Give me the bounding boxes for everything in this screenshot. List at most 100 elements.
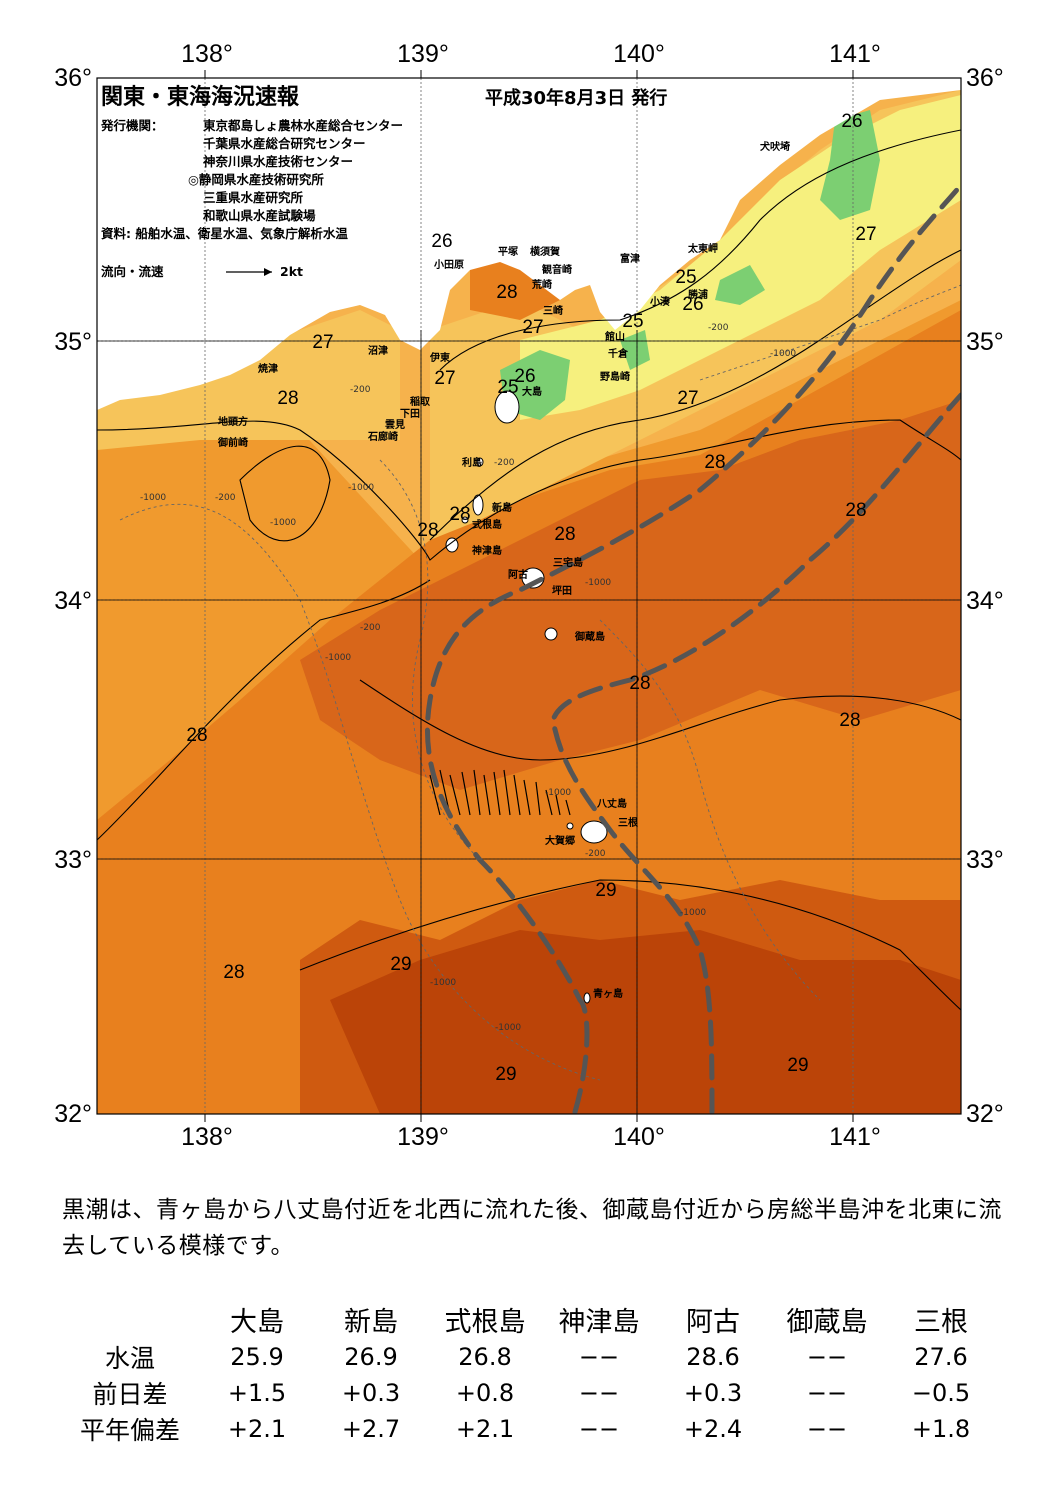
isotherm-label: 28 <box>449 504 470 525</box>
depth-label: -1000 <box>270 518 296 528</box>
table-cell: −− <box>806 1343 848 1371</box>
legend-value: 2kt <box>280 264 303 279</box>
isotherm-label: 28 <box>839 710 860 731</box>
place-kannonzaki: 観音崎 <box>542 263 572 276</box>
lat-right-35: 35° <box>966 328 1004 356</box>
depth-label: -1000 <box>325 653 351 663</box>
place-yokosuka: 横須賀 <box>530 245 560 258</box>
isotherm-label: 26 <box>682 294 703 315</box>
isotherm-label: 29 <box>495 1064 516 1085</box>
lon-top-140: 140° <box>613 40 665 68</box>
isotherm-label: 27 <box>855 224 876 245</box>
isotherm-label: 28 <box>223 962 244 983</box>
table-header-row: 大島 新島 式根島 神津島 阿古 御蔵島 三根 <box>60 1300 998 1339</box>
isotherm-label: 26 <box>841 111 862 132</box>
table-cell: +2.4 <box>683 1415 743 1443</box>
place-odawara: 小田原 <box>433 258 464 271</box>
table-cell: +0.8 <box>455 1379 515 1407</box>
place-omaezaki: 御前崎 <box>217 436 248 449</box>
isotherm-label: 28 <box>277 388 298 409</box>
table-cell: −− <box>578 1415 620 1443</box>
table-cell: −0.5 <box>911 1379 971 1407</box>
table-cell: 26.8 <box>458 1343 512 1371</box>
place-katsuura: 勝浦 <box>688 288 708 301</box>
place-hiratsuka: 平塚 <box>498 245 518 258</box>
depth-label: -1000 <box>585 578 611 588</box>
place-shimoda: 下田 <box>400 408 420 420</box>
depth-label: -200 <box>350 385 371 395</box>
row-label: 水温 <box>104 1344 155 1373</box>
issuer-2: 千葉県水産総合研究センター <box>203 136 366 151</box>
table-cell: −− <box>806 1379 848 1407</box>
sst-field <box>97 78 961 1114</box>
place-tateyama: 館山 <box>604 330 625 343</box>
column-header: 式根島 <box>444 1307 526 1338</box>
lon-bottom-139: 139° <box>397 1123 449 1151</box>
place-niijima: 新島 <box>492 501 512 514</box>
isotherm-label: 28 <box>704 452 725 473</box>
depth-label: -1000 <box>430 978 456 988</box>
lon-bottom-138: 138° <box>181 1123 233 1151</box>
lat-right-33: 33° <box>966 846 1004 874</box>
isotherm-label: 25 <box>497 377 518 398</box>
legend-label: 流向・流速 <box>101 264 164 279</box>
summary-text: 黒潮は、青ヶ島から八丈島付近を北西に流れた後、御蔵島付近から房総半島沖を北東に流… <box>62 1197 1002 1259</box>
column-header: 大島 <box>230 1307 284 1338</box>
depth-label: -200 <box>585 849 606 859</box>
place-numazu: 沼津 <box>368 344 388 357</box>
lon-top-138: 138° <box>181 40 233 68</box>
depth-label: -200 <box>360 623 381 633</box>
issuer-1: 東京都島しょ農林水産総合センター <box>203 118 403 133</box>
column-header: 三根 <box>914 1307 968 1338</box>
place-taitomisaki: 太東岬 <box>687 242 718 255</box>
place-kozushima: 神津島 <box>472 544 502 557</box>
water-temperature-table: 大島 新島 式根島 神津島 阿古 御蔵島 三根 水温 25.9 26.9 26.… <box>60 1300 998 1447</box>
place-kumomi: 雲見 <box>385 419 405 431</box>
column-header: 神津島 <box>558 1307 640 1338</box>
isotherm-label: 26 <box>431 231 452 252</box>
isotherm-label: 28 <box>186 725 207 746</box>
depth-label: -1000 <box>680 908 706 918</box>
table-cell: +2.1 <box>455 1415 515 1443</box>
depth-label: -1000 <box>140 493 166 503</box>
table-cell: 28.6 <box>686 1343 740 1371</box>
depth-label: -1000 <box>348 483 374 493</box>
place-irozaki: 石廊崎 <box>367 430 398 443</box>
table-row: 平年偏差 +2.1 +2.7 +2.1 −− +2.4 −− +1.8 <box>60 1411 998 1447</box>
table-cell: 25.9 <box>230 1343 284 1371</box>
table-cell: +2.7 <box>341 1415 401 1443</box>
place-mitsune: 三根 <box>618 816 638 829</box>
lat-right-36: 36° <box>966 64 1004 92</box>
isotherm-label: 27 <box>312 332 333 353</box>
lat-left-34: 34° <box>54 587 92 615</box>
issue-date: 平成30年8月3日 発行 <box>485 87 667 109</box>
isotherm-label: 27 <box>677 388 698 409</box>
table-corner <box>60 1300 200 1339</box>
depth-label: -1000 <box>770 349 796 359</box>
depth-label: -200 <box>708 323 729 333</box>
lat-left-35: 35° <box>54 328 92 356</box>
table-cell: 27.6 <box>914 1343 968 1371</box>
table-row: 水温 25.9 26.9 26.8 −− 28.6 −− 27.6 <box>60 1339 998 1375</box>
table-row: 前日差 +1.5 +0.3 +0.8 −− +0.3 −− −0.5 <box>60 1375 998 1411</box>
lon-bottom-141: 141° <box>829 1123 881 1151</box>
place-toshima: 利島 <box>462 456 482 469</box>
isotherm-label: 29 <box>595 880 616 901</box>
issuer-3: 神奈川県水産技術センター <box>203 154 353 169</box>
isotherm-label: 29 <box>390 954 411 975</box>
place-tsubota: 坪田 <box>552 584 572 597</box>
place-hachijojima: 八丈島 <box>596 797 627 810</box>
table-cell: 26.9 <box>344 1343 398 1371</box>
lon-top-141: 141° <box>829 40 881 68</box>
issuer-label: 発行機関： <box>100 118 164 133</box>
isotherm-label: 28 <box>496 282 517 303</box>
lat-left-33: 33° <box>54 846 92 874</box>
lon-top-139: 139° <box>397 40 449 68</box>
column-header: 御蔵島 <box>786 1307 868 1338</box>
column-header: 阿古 <box>686 1307 740 1338</box>
place-inatori: 稲取 <box>410 395 431 408</box>
lat-right-34: 34° <box>966 587 1004 615</box>
lon-bottom-140: 140° <box>613 1123 665 1151</box>
place-futtsu: 富津 <box>620 252 640 265</box>
isotherm-label: 28 <box>845 500 866 521</box>
